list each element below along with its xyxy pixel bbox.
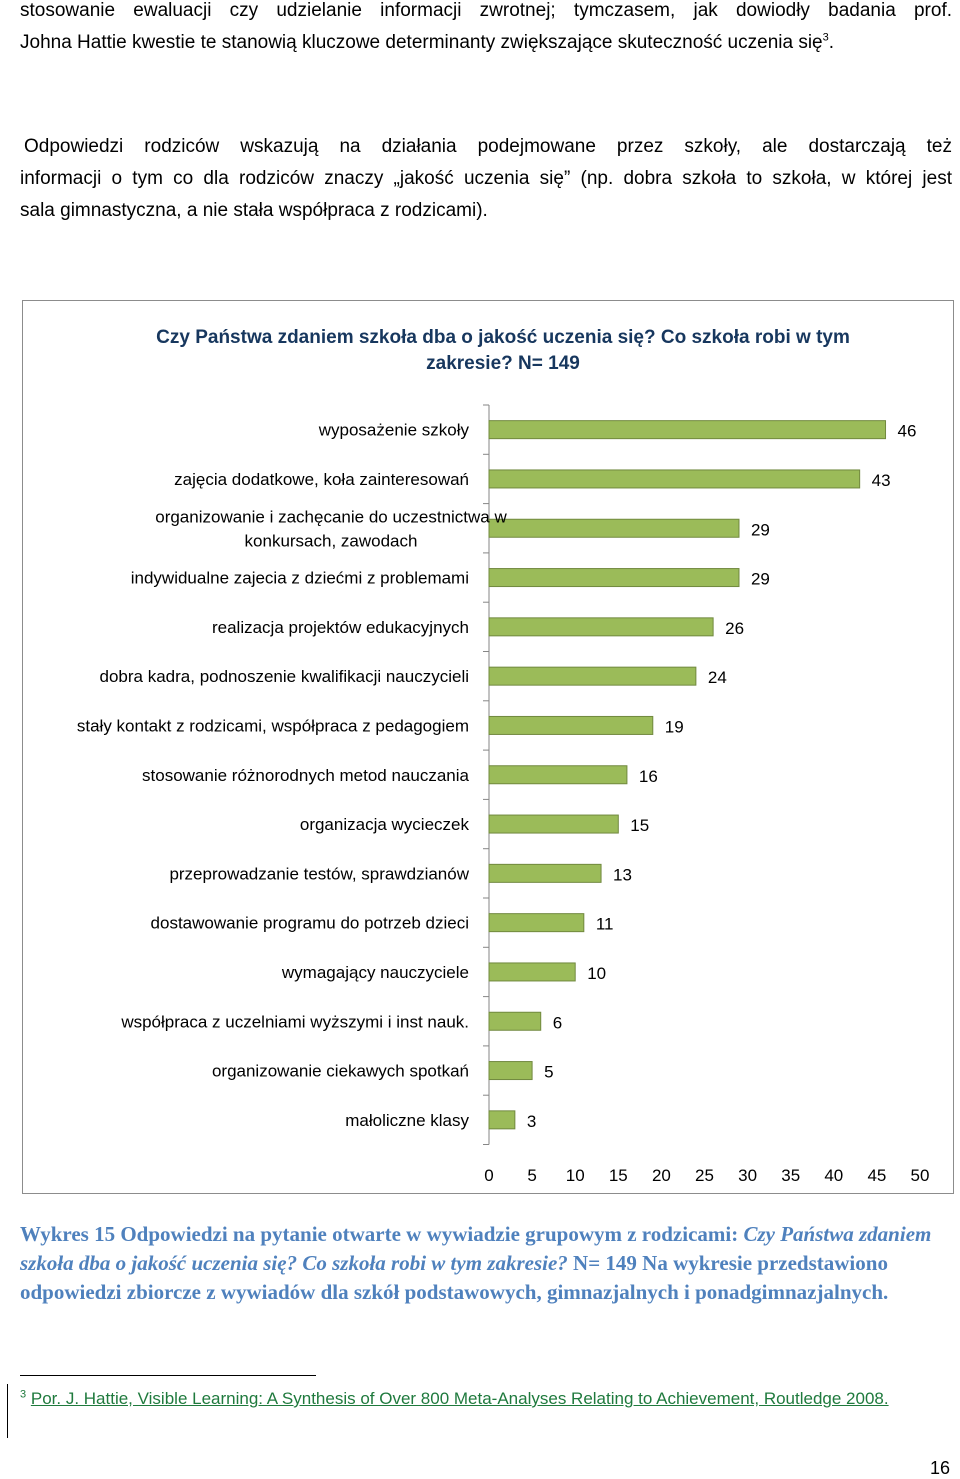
bar-value-label: 16 bbox=[639, 767, 658, 786]
figure-caption: Wykres 15 Odpowiedzi na pytanie otwarte … bbox=[20, 1220, 945, 1307]
bar-value-label: 46 bbox=[898, 422, 917, 441]
paragraph-line-3: sala gimnastyczna, a nie stała współprac… bbox=[20, 200, 488, 221]
caption-note: Na wykresie przedstawiono odpowiedzi zbi… bbox=[20, 1251, 889, 1304]
intro-line-2-end: . bbox=[828, 32, 835, 53]
bar bbox=[488, 617, 714, 637]
x-tick-label: 20 bbox=[652, 1166, 671, 1185]
paragraph-line-2: informacji o tym co dla rodziców znaczy … bbox=[20, 168, 952, 189]
category-label: indywidualne zajecia z dziećmi z problem… bbox=[131, 569, 469, 588]
intro-line-2-text: Johna Hattie kwestie te stanowią kluczow… bbox=[20, 32, 823, 53]
x-tick-label: 35 bbox=[781, 1166, 800, 1185]
category-label: wyposażenie szkoły bbox=[318, 421, 470, 440]
bar bbox=[488, 518, 740, 538]
caption-question: Czy Państwa zdaniem szkoła dba o jakość … bbox=[20, 1222, 932, 1275]
bar bbox=[488, 568, 740, 588]
footnote-number: 3 bbox=[20, 1388, 27, 1401]
bar bbox=[488, 715, 654, 735]
category-label: organizacja wycieczek bbox=[300, 815, 470, 834]
bar-value-label: 6 bbox=[553, 1013, 562, 1032]
category-label: realizacja projektów edukacyjnych bbox=[212, 618, 469, 637]
bar-value-label: 29 bbox=[751, 570, 770, 589]
chart-title: Czy Państwa zdaniem szkoła dba o jakość … bbox=[156, 327, 850, 374]
bar bbox=[488, 420, 887, 440]
x-tick-label: 30 bbox=[738, 1166, 757, 1185]
bar-value-label: 13 bbox=[613, 865, 632, 884]
x-tick-label: 25 bbox=[695, 1166, 714, 1185]
bar-value-label: 19 bbox=[665, 717, 684, 736]
x-tick-label: 50 bbox=[911, 1166, 930, 1185]
category-label: stosowanie różnorodnych metod nauczania bbox=[142, 766, 470, 785]
bar bbox=[488, 1011, 542, 1031]
bar-value-label: 3 bbox=[527, 1112, 536, 1131]
bar bbox=[488, 913, 585, 933]
category-label: organizowanie i zachęcanie do uczestnict… bbox=[155, 507, 507, 550]
category-label: dostawowanie programu do potrzeb dzieci bbox=[151, 914, 469, 933]
bar bbox=[488, 469, 861, 489]
paragraph-line-1: Odpowiedzi rodziców wskazują na działani… bbox=[24, 136, 952, 157]
intro-line-2: Johna Hattie kwestie te stanowią kluczow… bbox=[20, 27, 952, 59]
bar bbox=[488, 1110, 516, 1130]
x-tick-label: 15 bbox=[609, 1166, 628, 1185]
bar bbox=[488, 962, 576, 982]
category-label: dobra kadra, podnoszenie kwalifikacji na… bbox=[100, 667, 469, 686]
x-tick-label: 10 bbox=[566, 1166, 585, 1185]
bar-value-label: 11 bbox=[596, 915, 614, 934]
category-label: przeprowadzanie testów, sprawdzianów bbox=[169, 864, 469, 883]
category-label: współpraca z uczelniami wyższymi i inst … bbox=[120, 1012, 469, 1031]
bar-value-label: 26 bbox=[725, 619, 744, 638]
category-label: małoliczne klasy bbox=[345, 1111, 469, 1130]
category-label: stały kontakt z rodzicami, współpraca z … bbox=[77, 716, 469, 735]
category-label: zajęcia dodatkowe, koła zainteresowań bbox=[174, 470, 469, 489]
footnote: 3 Por. J. Hattie, Visible Learning: A Sy… bbox=[20, 1386, 940, 1411]
footnote-separator bbox=[20, 1375, 316, 1376]
chart-frame: Czy Państwa zdaniem szkoła dba o jakość … bbox=[22, 300, 954, 1194]
bar bbox=[488, 814, 619, 834]
bar-value-label: 10 bbox=[587, 964, 606, 983]
x-tick-label: 0 bbox=[484, 1166, 493, 1185]
bar bbox=[488, 1061, 533, 1081]
intro-paragraph: stosowanie ewaluacji czy udzielanie info… bbox=[20, 0, 952, 59]
category-label: wymagający nauczyciele bbox=[281, 963, 469, 982]
footnote-link[interactable]: Por. J. Hattie, Visible Learning: A Synt… bbox=[30, 1389, 889, 1408]
category-label: organizowanie ciekawych spotkań bbox=[212, 1062, 469, 1081]
bar-chart: 46 wyposażenie szkoły 43 zajęcia dodatkowe,… bbox=[77, 404, 930, 1185]
x-tick-label: 40 bbox=[824, 1166, 843, 1185]
bar bbox=[488, 666, 697, 686]
bar-value-label: 24 bbox=[708, 668, 727, 687]
bar-value-label: 29 bbox=[751, 520, 770, 539]
caption-prefix: Wykres 15 Odpowiedzi na pytanie otwarte … bbox=[20, 1222, 739, 1246]
x-tick-label: 5 bbox=[527, 1166, 536, 1185]
parents-answers-paragraph: Odpowiedzi rodziców wskazują na działani… bbox=[20, 131, 952, 227]
x-tick-label: 45 bbox=[867, 1166, 886, 1185]
bar bbox=[488, 863, 602, 883]
bar-value-label: 43 bbox=[872, 471, 891, 490]
footnote-reference[interactable]: 3 bbox=[822, 31, 829, 44]
caption-n: N= 149 bbox=[573, 1251, 637, 1275]
page-number: 16 bbox=[929, 1458, 950, 1478]
footnote-margin-bar bbox=[7, 1384, 8, 1438]
bar-value-label: 5 bbox=[544, 1063, 553, 1082]
bar bbox=[488, 765, 628, 785]
bar-value-label: 15 bbox=[630, 816, 649, 835]
intro-line-1: stosowanie ewaluacji czy udzielanie info… bbox=[20, 0, 952, 21]
